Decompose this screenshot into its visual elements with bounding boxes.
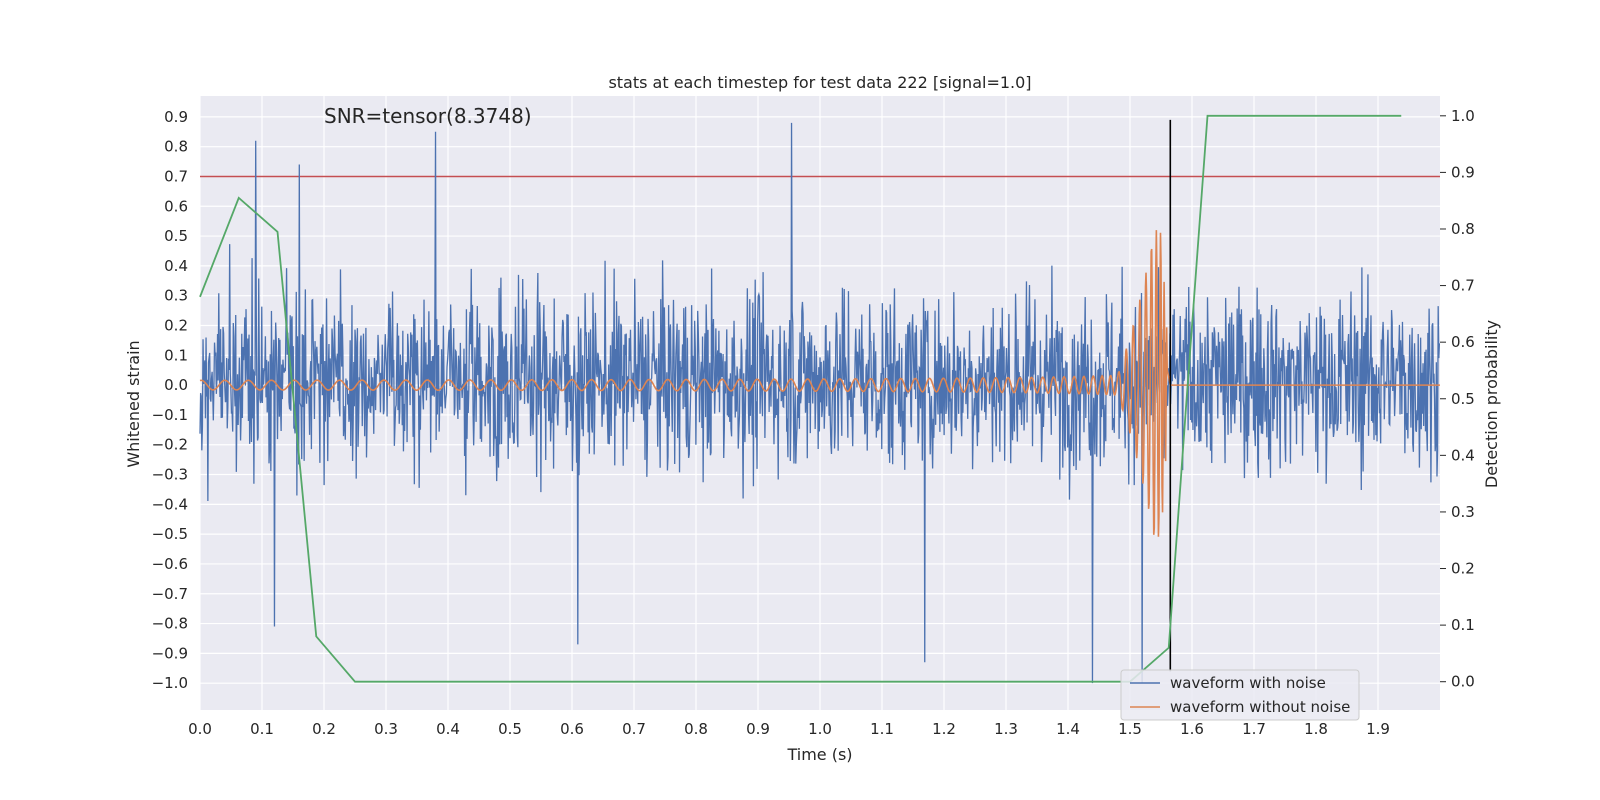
x-tick-label: 1.3 <box>994 720 1018 738</box>
x-tick-label: 1.6 <box>1180 720 1204 738</box>
detection-probability-line <box>199 114 1402 683</box>
snr-annotation: SNR=tensor(8.3748) <box>324 104 532 128</box>
y-tick-labels-left: 0.9 0.8 0.7 0.6 0.5 0.4 0.3 0.2 0.1 0.0 −0.1 −0.2 −0… <box>152 108 188 692</box>
y-tick-label-left: 0.6 <box>164 197 188 215</box>
legend: waveform with noise waveform without noi… <box>1120 669 1360 721</box>
y-tick-label-right: 0.6 <box>1451 333 1475 351</box>
x-tick-label: 0.8 <box>684 720 708 738</box>
x-axis-label: Time (s) <box>786 745 852 764</box>
y-tick-label-left: −0.6 <box>152 555 188 573</box>
x-tick-label: 0.2 <box>312 720 336 738</box>
legend-label-noisy: waveform with noise <box>1170 674 1326 692</box>
y-tick-label-left: −0.8 <box>152 615 188 633</box>
x-tick-label: 0.4 <box>436 720 460 738</box>
x-tick-label: 1.0 <box>808 720 832 738</box>
x-tick-label: 0.9 <box>746 720 770 738</box>
y-tick-label-right: 0.8 <box>1451 220 1475 238</box>
grid-lines <box>199 96 1440 710</box>
x-tick-label: 1.1 <box>870 720 894 738</box>
y-axis-label-right: Detection probability <box>1482 320 1501 488</box>
y-tick-label-left: −0.3 <box>152 466 188 484</box>
y-tick-label-left: 0.1 <box>164 346 188 364</box>
y-axis-label-left: Whitened strain <box>124 340 143 467</box>
y-tick-label-left: 0.7 <box>164 167 188 185</box>
y-tick-label-right: 0.0 <box>1451 673 1475 691</box>
y-tick-label-right: 0.5 <box>1451 390 1475 408</box>
x-tick-label: 0.0 <box>188 720 212 738</box>
x-tick-label: 1.4 <box>1056 720 1080 738</box>
y-tick-label-right: 1.0 <box>1451 107 1475 125</box>
x-tick-label: 0.3 <box>374 720 398 738</box>
x-tick-labels: 0.0 0.1 0.2 0.3 0.4 0.5 0.6 0.7 0.8 0.9 1.0 1.1 1.2 1… <box>188 720 1390 738</box>
y-tick-label-left: 0.5 <box>164 227 188 245</box>
y-tick-label-left: −0.1 <box>152 406 188 424</box>
legend-label-clean: waveform without noise <box>1170 698 1350 716</box>
y-tick-label-left: 0.3 <box>164 287 188 305</box>
y-tick-label-left: −0.9 <box>152 644 188 662</box>
x-tick-label: 0.7 <box>622 720 646 738</box>
probability-series-layer <box>199 114 1402 683</box>
y-tick-label-right: 0.7 <box>1451 277 1475 295</box>
clean-waveform-line <box>199 230 1440 537</box>
x-tick-label: 0.6 <box>560 720 584 738</box>
x-tick-label: 0.5 <box>498 720 522 738</box>
x-tick-label: 1.2 <box>932 720 956 738</box>
y-tick-label-right: 0.9 <box>1451 163 1475 181</box>
x-tick-label: 1.9 <box>1366 720 1390 738</box>
y-tick-label-left: −1.0 <box>152 674 188 692</box>
x-tick-label: 1.8 <box>1304 720 1328 738</box>
x-tick-label: 1.5 <box>1118 720 1142 738</box>
x-tick-label: 1.7 <box>1242 720 1266 738</box>
y-tick-label-left: 0.8 <box>164 138 188 156</box>
y-tick-label-right: 0.3 <box>1451 503 1475 521</box>
y-tick-label-left: 0.2 <box>164 317 188 335</box>
x-tick-label: 0.1 <box>250 720 274 738</box>
y-tick-labels-right: 1.0 0.9 0.8 0.7 0.6 0.5 0.4 0.3 0.2 0.1 0.0 <box>1440 107 1475 691</box>
y-tick-label-right: 0.1 <box>1451 616 1475 634</box>
y-tick-label-left: 0.0 <box>164 376 188 394</box>
y-tick-label-right: 0.2 <box>1451 560 1475 578</box>
y-tick-label-left: −0.4 <box>152 495 188 513</box>
y-tick-label-left: 0.9 <box>164 108 188 126</box>
y-tick-label-left: −0.2 <box>152 436 188 454</box>
clean-series-layer <box>199 230 1440 537</box>
chart-title: stats at each timestep for test data 222… <box>608 73 1031 92</box>
y-tick-label-left: 0.4 <box>164 257 188 275</box>
legend-box <box>1120 669 1360 721</box>
y-tick-label-left: −0.5 <box>152 525 188 543</box>
y-tick-label-right: 0.4 <box>1451 446 1475 464</box>
y-tick-label-left: −0.7 <box>152 585 188 603</box>
